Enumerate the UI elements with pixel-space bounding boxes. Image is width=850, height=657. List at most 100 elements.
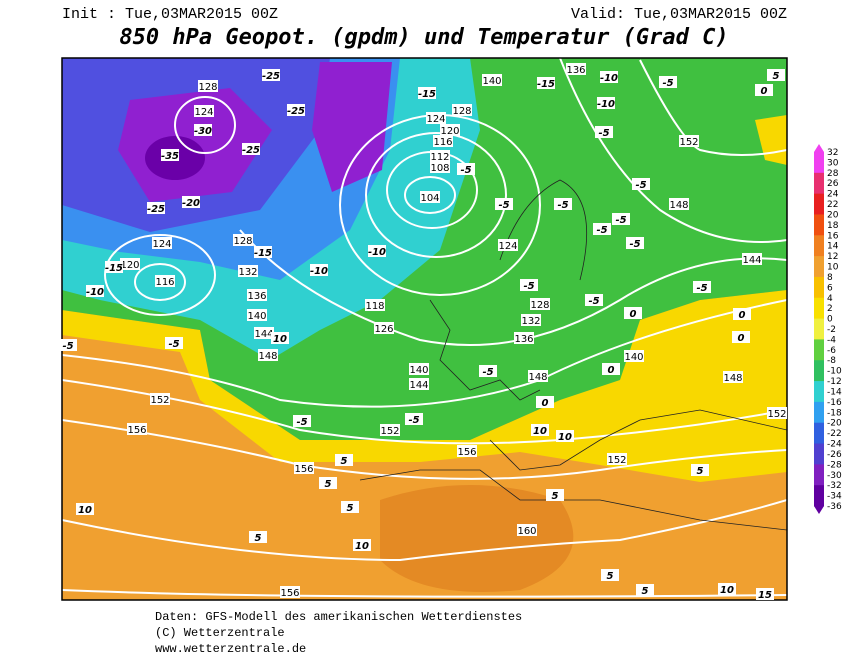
- label-box: [593, 223, 611, 235]
- label-box: [479, 365, 497, 377]
- geopotential-label: 148: [723, 373, 742, 384]
- label-box: [249, 531, 267, 543]
- temperature-label: -10: [600, 73, 618, 84]
- geopotential-label: 120: [120, 260, 139, 271]
- colorbar-label: -8: [827, 356, 836, 366]
- label-box: [679, 135, 699, 147]
- label-box: [127, 423, 147, 435]
- colorbar-label: 2: [827, 304, 833, 314]
- colorbar-label: 16: [827, 231, 839, 241]
- colorbar-swatch: [814, 297, 824, 309]
- colorbar-label: -2: [827, 325, 836, 335]
- temperature-label: 15: [758, 590, 772, 601]
- label-box: [531, 424, 549, 436]
- label-box: [585, 294, 603, 306]
- label-box: [254, 327, 274, 339]
- temperature-label: -10: [310, 266, 328, 277]
- geopotential-label: 136: [247, 291, 266, 302]
- label-box: [420, 191, 440, 203]
- label-box: [430, 161, 450, 173]
- label-box: [242, 143, 260, 155]
- temperature-label: 10: [355, 541, 369, 552]
- temperature-label: 5: [255, 533, 262, 544]
- label-box: [194, 124, 212, 136]
- colorbar-label: -4: [827, 335, 836, 345]
- label-box: [600, 71, 618, 83]
- label-box: [287, 104, 305, 116]
- colorbar-label: 30: [827, 158, 839, 168]
- colorbar-label: -14: [827, 387, 842, 397]
- geopotential-label: 124: [194, 107, 213, 118]
- footer-line: Daten: GFS-Modell des amerikanischen Wet…: [155, 610, 522, 624]
- geopotential-label: 152: [679, 137, 698, 148]
- geopotential-label: 128: [198, 82, 217, 93]
- temperature-label: 5: [552, 491, 559, 502]
- colorbar-swatch: [814, 183, 824, 195]
- geopotential-label: 108: [430, 163, 449, 174]
- label-box: [430, 150, 450, 162]
- geopotential-label: 120: [440, 126, 459, 137]
- temperature-label: 0: [761, 86, 768, 97]
- colorbar-label: -34: [827, 492, 842, 502]
- temperature-label: 5: [341, 456, 348, 467]
- label-box: [669, 198, 689, 210]
- colorbar-label: 6: [827, 283, 833, 293]
- geopotential-label: 156: [127, 425, 146, 436]
- temperature-label: 10: [533, 426, 547, 437]
- colorbar-label: -18: [827, 408, 842, 418]
- colorbar-label: 14: [827, 242, 839, 252]
- colorbar-label: -32: [827, 481, 842, 491]
- colorbar-swatch: [814, 412, 824, 424]
- colorbar-label: 24: [827, 190, 839, 200]
- colorbar-swatch: [814, 276, 824, 288]
- label-box: [601, 569, 619, 581]
- footer-line: www.wetterzentrale.de: [155, 642, 306, 656]
- colorbar-label: -36: [827, 502, 842, 512]
- colorbar-arrow: [814, 506, 824, 514]
- label-box: [521, 314, 541, 326]
- geopotential-label: 148: [669, 200, 688, 211]
- colorbar-label: 32: [827, 148, 838, 158]
- label-box: [161, 149, 179, 161]
- dark-orange-field: [380, 485, 574, 592]
- temperature-label: -10: [368, 247, 386, 258]
- label-box: [409, 378, 429, 390]
- map-title: 850 hPa Geopot. (gpdm) und Temperatur (G…: [119, 25, 728, 50]
- geopotential-label: 128: [452, 106, 471, 117]
- label-box: [624, 307, 642, 319]
- colorbar-label: -30: [827, 471, 842, 481]
- temperature-label: 0: [630, 309, 637, 320]
- label-box: [341, 501, 359, 513]
- colorbar-swatch: [814, 318, 824, 330]
- label-box: [626, 237, 644, 249]
- temperature-label: -20: [182, 198, 200, 209]
- label-box: [691, 464, 709, 476]
- colorbar-swatch: [814, 214, 824, 226]
- colorbar-label: -6: [827, 346, 836, 356]
- label-box: [520, 279, 538, 291]
- colorbar-label: -10: [827, 367, 842, 377]
- temperature-label: -25: [147, 204, 165, 215]
- temperature-label: 5: [773, 71, 780, 82]
- label-box: [514, 332, 534, 344]
- colorbar-swatch: [814, 308, 824, 320]
- geopotential-label: 136: [566, 65, 585, 76]
- geopotential-label: 156: [280, 588, 299, 599]
- label-box: [556, 430, 574, 442]
- temperature-label: -5: [460, 165, 471, 176]
- colorbar-swatch: [814, 172, 824, 184]
- label-box: [498, 239, 518, 251]
- colorbar-swatch: [814, 381, 824, 392]
- geopotential-label: 128: [233, 236, 252, 247]
- temperature-label: 5: [347, 503, 354, 514]
- colorbar-swatch: [814, 485, 824, 497]
- label-box: [457, 163, 475, 175]
- label-box: [238, 265, 258, 277]
- geopotential-label: 118: [365, 301, 384, 312]
- label-box: [233, 234, 253, 246]
- label-box: [247, 289, 267, 301]
- temperature-label: -5: [482, 367, 493, 378]
- label-box: [120, 258, 140, 270]
- colorbar-swatch: [814, 391, 824, 403]
